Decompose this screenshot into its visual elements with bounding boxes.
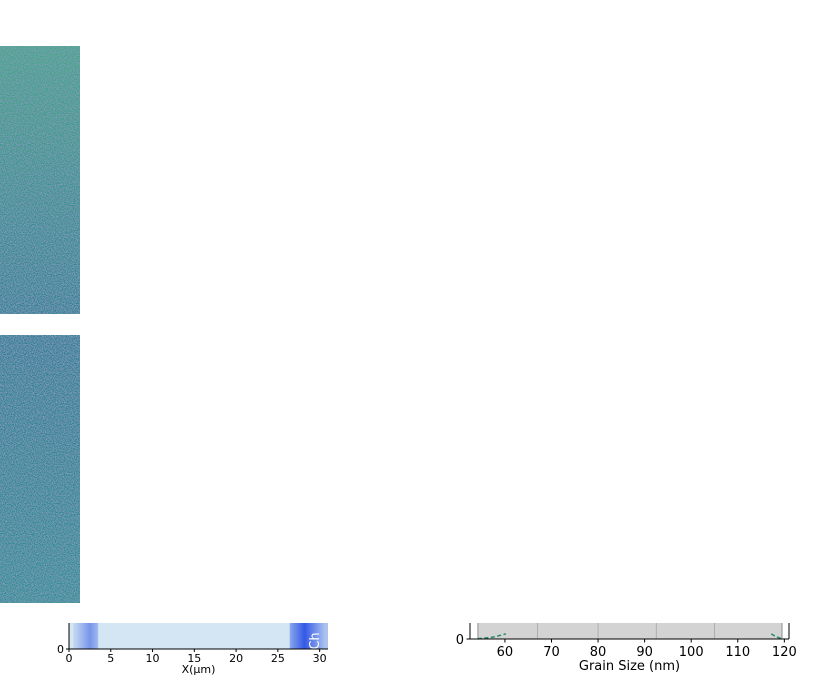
x-tick-label: 15 — [187, 652, 201, 665]
x-tick-label: 80 — [590, 645, 607, 660]
x-tick-label: 120 — [772, 645, 797, 660]
heatmap-image — [0, 46, 80, 314]
x-tick-label: 110 — [725, 645, 750, 660]
shaded-band — [477, 623, 783, 639]
grain-size-panel: 60 70 80 90 100 110 120 0 Grain Size (nm) — [456, 623, 797, 674]
profile-strip-image — [69, 623, 328, 649]
lower-heatmap-panel — [0, 335, 80, 603]
x-profile-strip-panel: Ch 0 5 10 15 20 25 30 0 X(µm) — [57, 623, 328, 676]
x-tick-label: 100 — [679, 645, 704, 660]
x-tick-label: 70 — [543, 645, 560, 660]
distribution-curve — [477, 633, 507, 640]
x-tick-label: 60 — [497, 645, 514, 660]
x-tick-label: 10 — [146, 652, 160, 665]
y-tick-label: 0 — [456, 633, 464, 648]
x-tick-label: 30 — [313, 652, 327, 665]
strip-annotation: Ch — [308, 632, 323, 649]
x-axis-label: X(µm) — [182, 663, 216, 676]
x-tick-label: 5 — [107, 652, 114, 665]
upper-heatmap-panel — [0, 46, 80, 314]
x-tick-label: 90 — [636, 645, 653, 660]
x-tick-label: 20 — [229, 652, 243, 665]
x-tick-label: 0 — [66, 652, 73, 665]
x-axis-label: Grain Size (nm) — [579, 659, 680, 674]
distribution-curve — [770, 633, 783, 640]
heatmap-image — [0, 335, 80, 603]
x-tick-label: 25 — [271, 652, 285, 665]
y-tick-label: 0 — [57, 643, 64, 656]
